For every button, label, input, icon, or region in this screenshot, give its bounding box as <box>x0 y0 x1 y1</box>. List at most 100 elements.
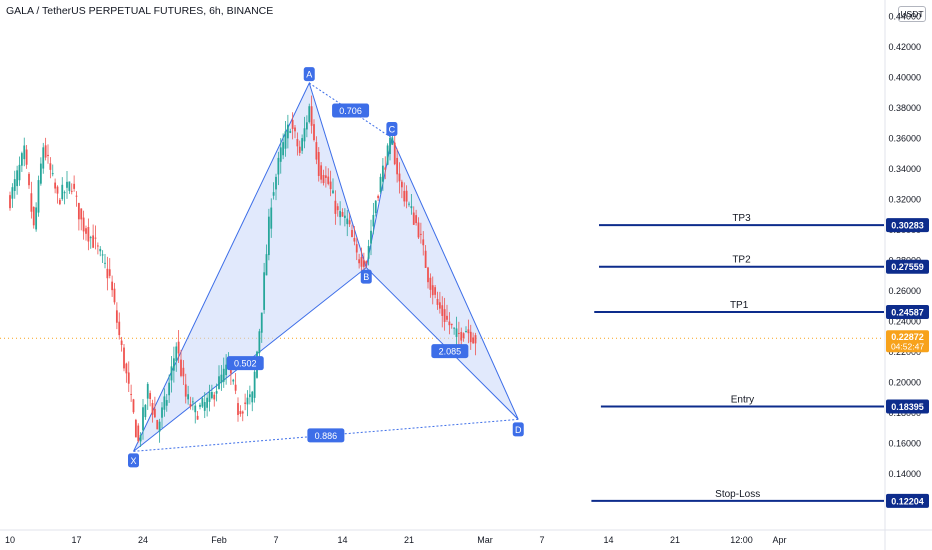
candle-body <box>427 267 429 283</box>
point-badge-text: X <box>130 456 136 466</box>
candle-body <box>118 321 121 336</box>
candle-body <box>448 321 451 326</box>
point-badge-bg <box>303 67 315 82</box>
candle-body <box>75 195 78 197</box>
x-tick-label: 7 <box>539 535 544 545</box>
candle-body <box>213 394 216 400</box>
point-c-label[interactable]: C <box>386 122 398 136</box>
candle-body <box>372 214 375 227</box>
candle-body <box>32 206 35 226</box>
point-x-label[interactable]: X <box>128 453 139 468</box>
ratio-badge-text: 0.886 <box>315 431 338 441</box>
candle-body <box>9 195 11 209</box>
pattern-triangle-bcd <box>365 136 519 420</box>
candle-body <box>187 394 190 400</box>
level-stop-loss[interactable]: Stop-Loss 0.12204 <box>591 489 929 508</box>
level-entry[interactable]: Entry 0.18395 <box>600 394 929 414</box>
point-b-label[interactable]: B <box>360 269 372 284</box>
candle-body <box>313 124 315 141</box>
candle-body <box>56 186 59 194</box>
candle-body <box>25 149 28 165</box>
point-a-label[interactable]: A <box>303 67 315 82</box>
level-price-badge-text: 0.18395 <box>891 402 924 412</box>
x-tick-label: 14 <box>603 535 613 545</box>
y-tick-label: 0.36000 <box>888 134 921 144</box>
candle-body <box>127 372 130 384</box>
candle-body <box>332 190 334 194</box>
x-tick-label: 7 <box>273 535 278 545</box>
candle-body <box>63 192 66 194</box>
y-tick-label: 0.38000 <box>888 103 921 113</box>
candle-body <box>241 411 244 414</box>
candle-body <box>412 212 415 225</box>
candle-body <box>175 346 178 362</box>
ratio-bd-label[interactable]: 2.085 <box>431 344 469 359</box>
candle-body <box>462 333 465 339</box>
candle-body <box>396 157 399 175</box>
level-price-badge-bg <box>886 399 929 414</box>
candle-body <box>210 392 213 399</box>
y-tick-label: 0.44000 <box>888 12 921 22</box>
candle-body <box>365 261 368 264</box>
candle-body <box>201 398 204 407</box>
x-tick-label: 21 <box>404 535 414 545</box>
candle-body <box>144 404 147 418</box>
candle-body <box>28 173 30 186</box>
ratio-badge-text: 0.502 <box>234 359 257 369</box>
candle-body <box>457 332 460 334</box>
ratio-ac-label[interactable]: 0.706 <box>332 103 370 118</box>
x-tick-label: 12:00 <box>730 535 753 545</box>
candle-body <box>279 147 282 162</box>
x-tick-label: 21 <box>670 535 680 545</box>
y-tick-label: 0.24000 <box>888 317 921 327</box>
candle-body <box>225 364 228 376</box>
candle-body <box>424 250 427 268</box>
candle-body <box>294 127 296 132</box>
candle-body <box>68 181 71 191</box>
candle-body <box>303 128 306 142</box>
candle-body <box>139 435 142 442</box>
candle-body <box>196 415 199 420</box>
candle-body <box>87 227 90 242</box>
level-tp3[interactable]: TP3 0.30283 <box>599 213 929 233</box>
candle-body <box>208 391 211 402</box>
candle-body <box>360 257 363 267</box>
candle-body <box>353 238 356 242</box>
candle-body <box>355 244 358 253</box>
candle-body <box>137 425 140 442</box>
ratio-xd-label[interactable]: 0.886 <box>307 428 345 443</box>
candle-body <box>453 327 456 329</box>
candle-body <box>436 299 439 305</box>
y-tick-label: 0.40000 <box>888 73 921 83</box>
candle-body <box>180 359 182 376</box>
candle-body <box>301 138 304 151</box>
level-tp2[interactable]: TP2 0.27559 <box>599 255 929 274</box>
candle-body <box>472 337 475 344</box>
point-d-label[interactable]: D <box>512 422 524 437</box>
candle-body <box>37 180 40 213</box>
currency-badge[interactable]: USDT <box>898 6 926 22</box>
candle-body <box>393 142 396 165</box>
candle-body <box>291 119 294 129</box>
ratio-xb-label[interactable]: 0.502 <box>226 356 264 371</box>
candle-body <box>474 335 477 344</box>
candle-body <box>120 340 123 346</box>
candle-body <box>156 419 159 430</box>
candle-body <box>61 184 64 200</box>
level-tp1[interactable]: TP1 0.24587 <box>594 300 929 320</box>
candle-body <box>253 371 256 398</box>
candle-body <box>170 366 173 381</box>
candle-body <box>168 382 171 396</box>
candle-body <box>329 181 332 190</box>
x-tick-label: 24 <box>138 535 148 545</box>
candle-body <box>108 269 111 276</box>
candle-body <box>191 401 194 403</box>
chart-title[interactable]: GALA / TetherUS PERPETUAL FUTURES, 6h, B… <box>6 5 274 17</box>
candle-body <box>358 259 361 264</box>
candle-body <box>298 146 301 153</box>
candle-body <box>246 397 249 405</box>
level-price-badge-text: 0.24587 <box>891 308 924 318</box>
ratio-badge-bg <box>307 428 345 443</box>
